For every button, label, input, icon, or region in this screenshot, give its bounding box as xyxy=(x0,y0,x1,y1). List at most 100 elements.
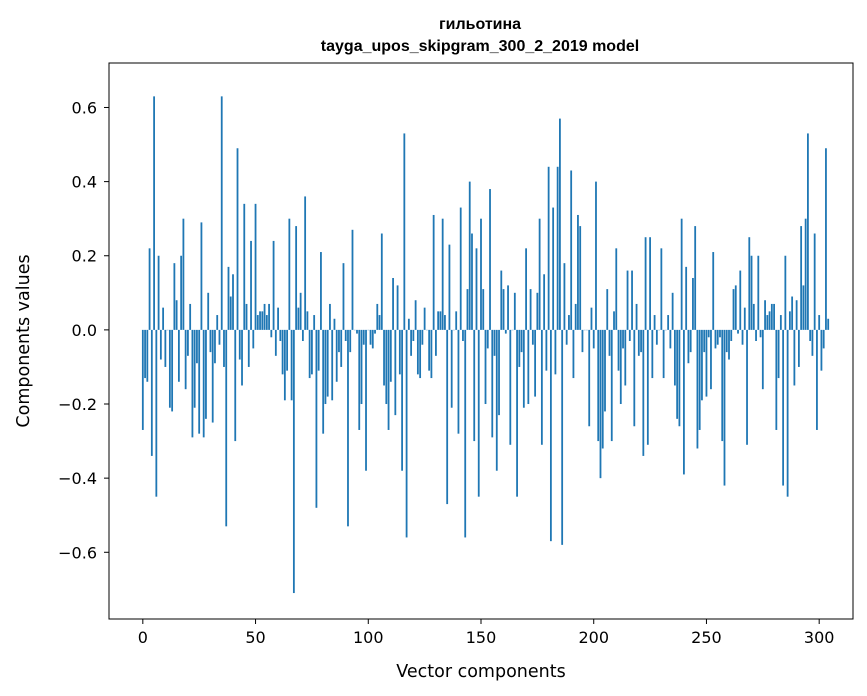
bar xyxy=(592,329,595,349)
bar xyxy=(333,318,336,330)
bar xyxy=(601,329,604,449)
bar xyxy=(793,329,796,386)
bar xyxy=(234,329,237,442)
bar xyxy=(574,303,577,330)
bar xyxy=(640,329,642,353)
bar xyxy=(522,329,525,408)
bar xyxy=(536,292,539,330)
bar xyxy=(455,311,458,330)
bar xyxy=(820,329,823,371)
bar xyxy=(613,311,615,330)
x-tick-label: 100 xyxy=(353,628,384,647)
bar xyxy=(320,252,322,330)
bar xyxy=(389,329,392,382)
y-tick-label: −0.6 xyxy=(58,543,97,562)
y-tick-label: 0.2 xyxy=(72,247,97,266)
bar xyxy=(705,329,708,397)
bar xyxy=(678,329,681,427)
bar xyxy=(498,329,500,416)
bar xyxy=(371,329,374,349)
bar xyxy=(403,133,406,330)
bar xyxy=(669,329,672,349)
bar xyxy=(331,329,334,401)
bar xyxy=(184,329,187,390)
bar xyxy=(380,233,383,330)
bar xyxy=(241,329,243,386)
bar xyxy=(676,329,679,419)
bar xyxy=(719,329,721,338)
bar xyxy=(196,329,198,364)
bar xyxy=(385,329,388,405)
bar xyxy=(489,189,491,330)
bar xyxy=(577,214,579,330)
x-tick-label: 0 xyxy=(138,628,148,647)
bar xyxy=(444,315,446,330)
bar xyxy=(398,329,401,375)
bar xyxy=(568,315,570,330)
bar xyxy=(493,329,496,356)
bar xyxy=(254,203,257,330)
bar xyxy=(491,329,494,438)
y-tick-label: 0.6 xyxy=(72,98,97,117)
bar xyxy=(236,148,239,330)
bar xyxy=(299,292,302,330)
bar xyxy=(247,329,250,367)
bar xyxy=(547,166,550,330)
bar xyxy=(563,263,566,330)
bar xyxy=(797,329,800,367)
bar xyxy=(495,329,498,471)
bar xyxy=(281,329,284,375)
bar xyxy=(349,329,352,353)
bar xyxy=(340,329,343,367)
bar xyxy=(619,329,622,405)
bar xyxy=(168,329,171,408)
bar xyxy=(358,329,361,430)
bar xyxy=(725,329,728,353)
bar xyxy=(148,248,151,330)
bar xyxy=(295,226,298,330)
bar xyxy=(261,311,264,330)
bar xyxy=(590,307,593,330)
bar xyxy=(692,277,694,330)
bar xyxy=(387,329,390,430)
bar xyxy=(365,329,367,471)
bar xyxy=(698,329,701,430)
bar xyxy=(500,270,503,330)
bar xyxy=(628,329,631,341)
bar xyxy=(351,229,354,330)
bar xyxy=(304,196,307,330)
bar xyxy=(509,329,512,445)
bar xyxy=(784,255,787,330)
bar xyxy=(696,329,699,449)
bar xyxy=(561,329,564,545)
bar xyxy=(635,303,638,330)
bar xyxy=(761,329,764,390)
bar xyxy=(732,289,735,330)
bar xyxy=(779,315,782,330)
bar xyxy=(531,329,534,345)
bar xyxy=(768,311,771,330)
bar xyxy=(297,307,300,330)
bar xyxy=(746,329,748,445)
bar xyxy=(150,329,153,456)
bar xyxy=(748,237,751,330)
bar xyxy=(180,255,183,330)
bars-group xyxy=(141,96,830,594)
bar xyxy=(245,303,248,330)
bar xyxy=(263,303,266,330)
bar xyxy=(191,329,194,438)
bar xyxy=(220,96,223,330)
bar xyxy=(646,329,649,445)
bar xyxy=(703,329,706,353)
bar xyxy=(554,329,557,375)
bar xyxy=(290,329,293,401)
bar xyxy=(329,303,331,330)
bar xyxy=(802,285,805,330)
bar xyxy=(755,329,757,341)
bar xyxy=(283,329,286,401)
bar xyxy=(624,329,627,386)
bar xyxy=(759,329,762,338)
bar xyxy=(256,315,259,330)
bar xyxy=(396,285,399,330)
bar xyxy=(177,329,180,382)
